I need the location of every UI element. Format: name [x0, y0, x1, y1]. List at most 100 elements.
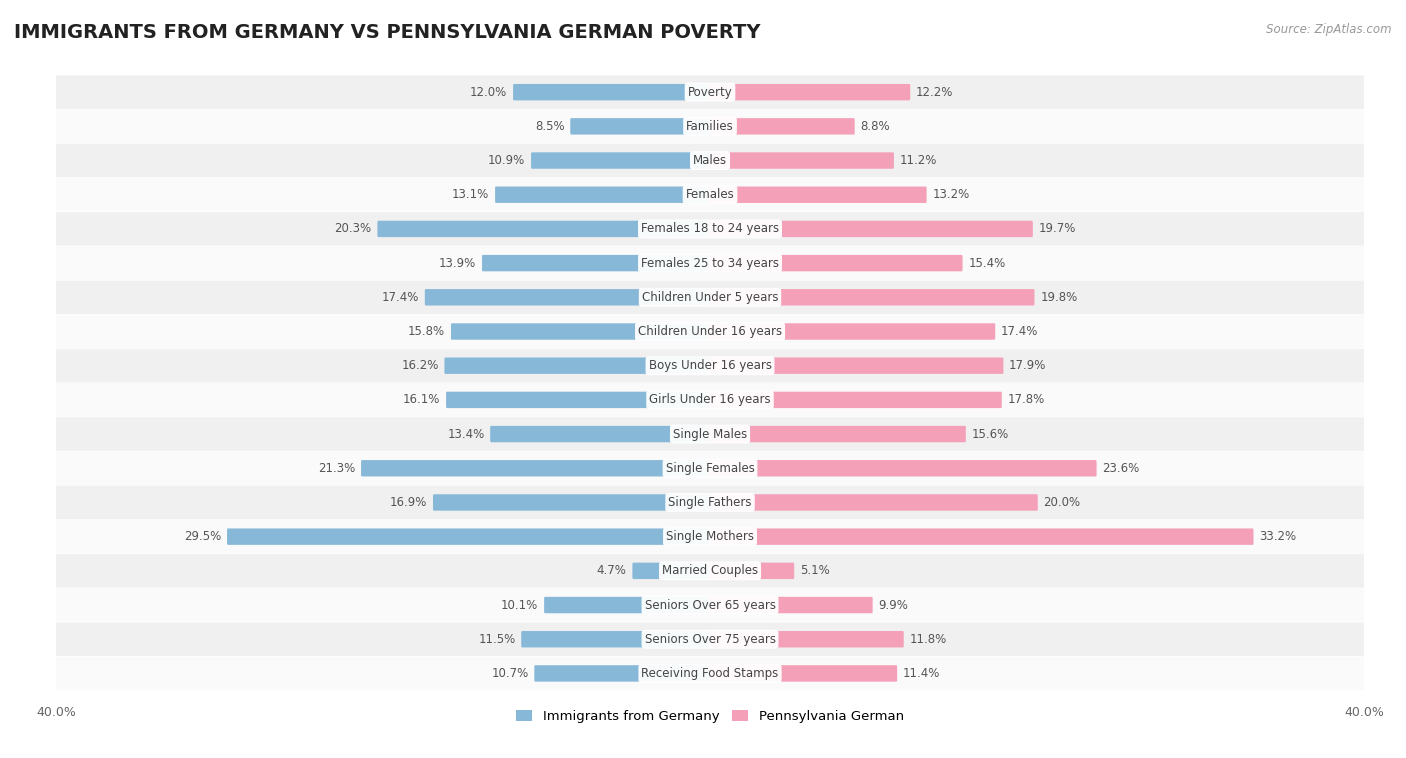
Text: Children Under 16 years: Children Under 16 years — [638, 325, 782, 338]
FancyBboxPatch shape — [709, 186, 927, 203]
Text: 16.9%: 16.9% — [389, 496, 427, 509]
FancyBboxPatch shape — [571, 118, 711, 135]
FancyBboxPatch shape — [226, 528, 711, 545]
FancyBboxPatch shape — [56, 452, 1364, 485]
FancyBboxPatch shape — [709, 221, 1033, 237]
Text: 8.5%: 8.5% — [534, 120, 565, 133]
FancyBboxPatch shape — [56, 383, 1364, 417]
Text: Females 25 to 34 years: Females 25 to 34 years — [641, 257, 779, 270]
Text: 15.8%: 15.8% — [408, 325, 446, 338]
FancyBboxPatch shape — [56, 246, 1364, 280]
Text: Seniors Over 65 years: Seniors Over 65 years — [644, 599, 776, 612]
FancyBboxPatch shape — [482, 255, 711, 271]
Text: Single Mothers: Single Mothers — [666, 530, 754, 543]
FancyBboxPatch shape — [433, 494, 711, 511]
FancyBboxPatch shape — [56, 588, 1364, 622]
Text: 5.1%: 5.1% — [800, 565, 830, 578]
FancyBboxPatch shape — [709, 324, 995, 340]
Text: 15.6%: 15.6% — [972, 428, 1008, 440]
Text: Females: Females — [686, 188, 734, 201]
FancyBboxPatch shape — [709, 666, 897, 681]
Text: 13.4%: 13.4% — [447, 428, 485, 440]
FancyBboxPatch shape — [56, 554, 1364, 587]
FancyBboxPatch shape — [425, 289, 711, 305]
FancyBboxPatch shape — [56, 315, 1364, 348]
FancyBboxPatch shape — [709, 392, 1002, 408]
Text: 16.2%: 16.2% — [401, 359, 439, 372]
FancyBboxPatch shape — [709, 118, 855, 135]
FancyBboxPatch shape — [56, 212, 1364, 246]
FancyBboxPatch shape — [709, 289, 1035, 305]
Text: IMMIGRANTS FROM GERMANY VS PENNSYLVANIA GERMAN POVERTY: IMMIGRANTS FROM GERMANY VS PENNSYLVANIA … — [14, 23, 761, 42]
FancyBboxPatch shape — [56, 110, 1364, 143]
FancyBboxPatch shape — [709, 494, 1038, 511]
Text: 20.3%: 20.3% — [335, 222, 371, 236]
FancyBboxPatch shape — [709, 358, 1004, 374]
Text: 11.5%: 11.5% — [478, 633, 516, 646]
FancyBboxPatch shape — [534, 666, 711, 681]
Text: 4.7%: 4.7% — [596, 565, 627, 578]
Text: Girls Under 16 years: Girls Under 16 years — [650, 393, 770, 406]
Text: 17.9%: 17.9% — [1010, 359, 1046, 372]
FancyBboxPatch shape — [709, 152, 894, 169]
FancyBboxPatch shape — [709, 631, 904, 647]
Text: 12.2%: 12.2% — [915, 86, 953, 99]
Text: 8.8%: 8.8% — [860, 120, 890, 133]
Text: Source: ZipAtlas.com: Source: ZipAtlas.com — [1267, 23, 1392, 36]
FancyBboxPatch shape — [56, 486, 1364, 519]
FancyBboxPatch shape — [377, 221, 711, 237]
Text: Families: Families — [686, 120, 734, 133]
FancyBboxPatch shape — [56, 75, 1364, 109]
FancyBboxPatch shape — [709, 460, 1097, 477]
FancyBboxPatch shape — [361, 460, 711, 477]
Text: 10.9%: 10.9% — [488, 154, 526, 167]
FancyBboxPatch shape — [56, 622, 1364, 656]
Text: Boys Under 16 years: Boys Under 16 years — [648, 359, 772, 372]
Text: 11.4%: 11.4% — [903, 667, 941, 680]
FancyBboxPatch shape — [709, 528, 1254, 545]
Text: Males: Males — [693, 154, 727, 167]
FancyBboxPatch shape — [56, 418, 1364, 451]
FancyBboxPatch shape — [56, 656, 1364, 691]
FancyBboxPatch shape — [513, 84, 711, 100]
FancyBboxPatch shape — [56, 178, 1364, 211]
Text: Single Males: Single Males — [673, 428, 747, 440]
Text: 16.1%: 16.1% — [404, 393, 440, 406]
FancyBboxPatch shape — [56, 520, 1364, 553]
Text: 11.2%: 11.2% — [900, 154, 936, 167]
Text: 13.2%: 13.2% — [932, 188, 970, 201]
Text: 11.8%: 11.8% — [910, 633, 946, 646]
FancyBboxPatch shape — [709, 255, 963, 271]
Text: Seniors Over 75 years: Seniors Over 75 years — [644, 633, 776, 646]
Text: 10.1%: 10.1% — [501, 599, 538, 612]
FancyBboxPatch shape — [446, 392, 711, 408]
Text: 17.8%: 17.8% — [1008, 393, 1045, 406]
Text: 17.4%: 17.4% — [1001, 325, 1039, 338]
Text: Children Under 5 years: Children Under 5 years — [641, 291, 779, 304]
FancyBboxPatch shape — [56, 144, 1364, 177]
Text: 23.6%: 23.6% — [1102, 462, 1139, 475]
Text: 20.0%: 20.0% — [1043, 496, 1081, 509]
Text: 33.2%: 33.2% — [1260, 530, 1296, 543]
FancyBboxPatch shape — [56, 349, 1364, 383]
FancyBboxPatch shape — [709, 597, 873, 613]
Text: 13.1%: 13.1% — [453, 188, 489, 201]
Text: 19.7%: 19.7% — [1039, 222, 1076, 236]
FancyBboxPatch shape — [544, 597, 711, 613]
FancyBboxPatch shape — [495, 186, 711, 203]
FancyBboxPatch shape — [491, 426, 711, 442]
Text: Poverty: Poverty — [688, 86, 733, 99]
FancyBboxPatch shape — [56, 280, 1364, 314]
Text: Single Females: Single Females — [665, 462, 755, 475]
Text: 15.4%: 15.4% — [969, 257, 1005, 270]
FancyBboxPatch shape — [444, 358, 711, 374]
Legend: Immigrants from Germany, Pennsylvania German: Immigrants from Germany, Pennsylvania Ge… — [510, 705, 910, 728]
Text: 19.8%: 19.8% — [1040, 291, 1077, 304]
FancyBboxPatch shape — [531, 152, 711, 169]
Text: 12.0%: 12.0% — [470, 86, 508, 99]
FancyBboxPatch shape — [709, 84, 910, 100]
Text: 13.9%: 13.9% — [439, 257, 477, 270]
Text: Females 18 to 24 years: Females 18 to 24 years — [641, 222, 779, 236]
Text: 29.5%: 29.5% — [184, 530, 221, 543]
FancyBboxPatch shape — [633, 562, 711, 579]
